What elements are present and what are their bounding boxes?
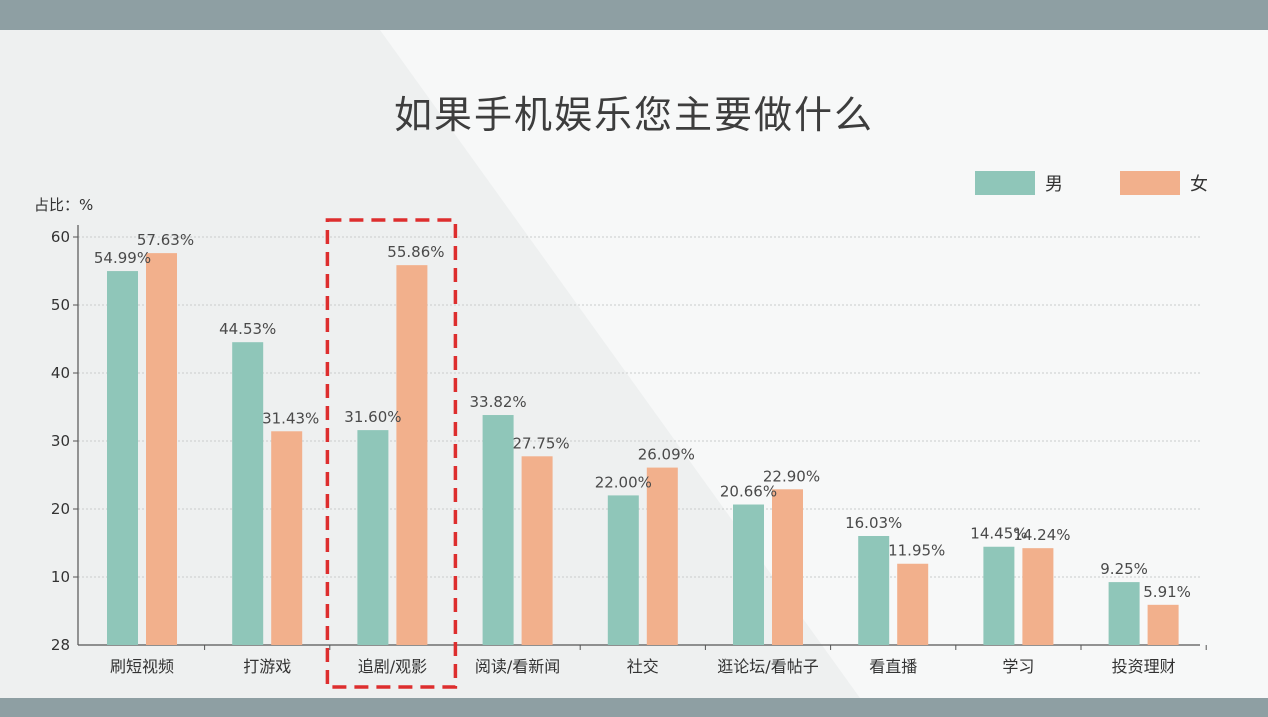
bar-male (733, 504, 764, 645)
data-label-male: 14.45% (970, 525, 1027, 543)
data-label-male: 31.60% (344, 408, 401, 426)
legend-swatch-female (1120, 171, 1180, 195)
bar-female (521, 456, 553, 645)
x-category-label: 追剧/观影 (358, 657, 427, 676)
x-category-label: 逛论坛/看帖子 (717, 657, 818, 676)
bar-female (772, 489, 803, 645)
data-label-female: 31.43% (262, 409, 319, 427)
slide: 如果手机娱乐您主要做什么 男 女 占比：% 10 20 30 40 50 60 28 54.9… (0, 30, 1268, 698)
bar-male (357, 430, 389, 645)
bar-female (146, 253, 177, 645)
bar-male (983, 546, 1015, 645)
bar-male (482, 415, 514, 645)
bar-male (107, 271, 138, 645)
y-tick-label: 50 (51, 296, 70, 314)
y-tick-label: 60 (51, 228, 70, 246)
data-label-female: 55.86% (387, 243, 444, 261)
legend-swatch-male (975, 171, 1035, 195)
bar-female (1022, 548, 1054, 645)
data-label-female: 57.63% (137, 231, 194, 249)
background-diagonal-shape (380, 30, 1268, 698)
data-label-female: 27.75% (512, 434, 569, 452)
y-axis-unit-label: 占比：% (34, 196, 94, 214)
legend-label-female: 女 (1190, 174, 1208, 195)
legend-item-female: 女 (1120, 170, 1208, 196)
y-tick-label: 10 (51, 568, 70, 586)
y-tick-label: 20 (51, 500, 70, 518)
data-label-male: 54.99% (94, 249, 151, 267)
x-category-label: 打游戏 (243, 657, 291, 676)
x-category-label: 刷短视频 (110, 657, 174, 676)
data-label-male: 16.03% (845, 514, 902, 532)
data-label-female: 5.91% (1143, 583, 1191, 601)
bar-male (607, 495, 639, 645)
data-label-male: 33.82% (469, 393, 526, 411)
x-category-label: 阅读/看新闻 (475, 657, 560, 676)
highlight-box (325, 218, 458, 689)
bar-female (271, 431, 303, 645)
bar-female (897, 563, 929, 645)
chart-title: 如果手机娱乐您主要做什么 (393, 93, 874, 137)
x-category-label: 投资理财 (1112, 657, 1176, 676)
y-tick-label: 40 (51, 364, 70, 382)
data-label-male: 22.00% (595, 473, 652, 491)
bar-male (232, 342, 264, 645)
data-label-female: 11.95% (888, 542, 945, 560)
data-label-female: 26.09% (638, 446, 695, 464)
legend-label-male: 男 (1045, 174, 1063, 195)
bar-female (396, 265, 428, 645)
top-frame-bar (0, 0, 1268, 30)
y-tick-label: 28 (51, 636, 70, 654)
x-category-label: 社交 (627, 657, 659, 676)
data-label-male: 44.53% (219, 320, 276, 338)
bar-female (646, 467, 678, 645)
bar-chart: 10 20 30 40 50 60 28 54.99%57.63% 刷短视频 44.53% 31.4… (51, 218, 1207, 689)
data-label-female: 14.24% (1013, 526, 1070, 544)
x-category-label: 看直播 (869, 657, 917, 676)
data-label-female: 22.90% (763, 467, 820, 485)
data-label-male: 9.25% (1100, 560, 1148, 578)
legend-item-male: 男 (975, 170, 1063, 196)
y-tick-label: 30 (51, 432, 70, 450)
data-label-male: 20.66% (720, 483, 777, 501)
x-category-label: 学习 (1002, 657, 1034, 676)
bar-male (858, 535, 890, 645)
bar-female (1147, 604, 1179, 645)
bar-male (1108, 582, 1140, 645)
